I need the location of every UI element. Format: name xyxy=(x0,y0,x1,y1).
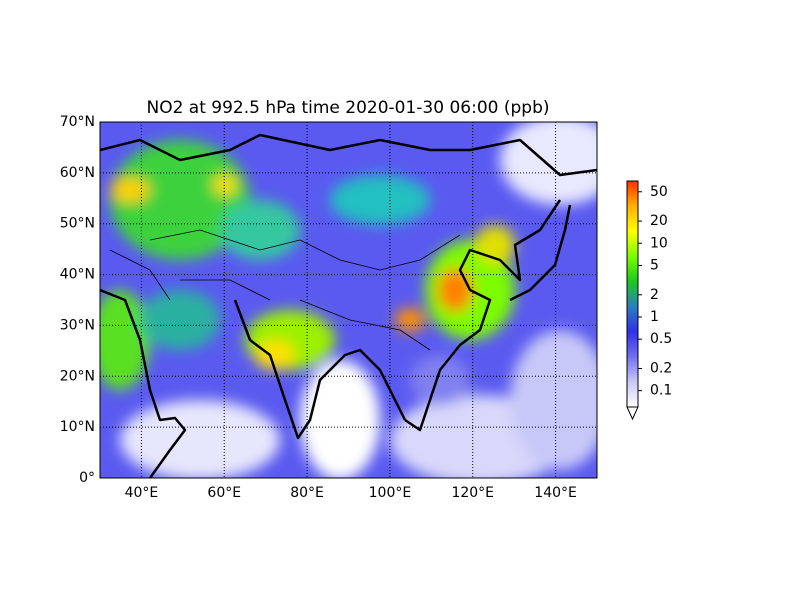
colorbar xyxy=(626,180,639,408)
colorbar-tick-label: 10 xyxy=(650,235,668,251)
x-tick-label: 60°E xyxy=(207,485,241,501)
x-tick-label: 120°E xyxy=(451,485,494,501)
y-tick-label: 20°N xyxy=(60,368,95,384)
x-tick-label: 80°E xyxy=(290,485,324,501)
colorbar-extend xyxy=(626,406,639,421)
colorbar-tick-label: 0.2 xyxy=(650,360,672,376)
colorbar-tick-label: 0.5 xyxy=(650,331,672,347)
x-tick-label: 140°E xyxy=(534,485,577,501)
map-field xyxy=(100,122,597,478)
colorbar-tick-label: 50 xyxy=(650,184,668,200)
y-tick-label: 10°N xyxy=(60,419,95,435)
map-title: NO2 at 992.5 hPa time 2020-01-30 06:00 (… xyxy=(146,98,549,118)
x-tick-label: 40°E xyxy=(125,485,159,501)
colorbar-tick-label: 5 xyxy=(650,257,659,273)
y-tick-label: 50°N xyxy=(60,216,95,232)
map-frame xyxy=(99,121,598,479)
y-tick-label: 70°N xyxy=(60,114,95,130)
y-tick-label: 0° xyxy=(79,470,95,486)
x-tick-label: 100°E xyxy=(369,485,412,501)
colorbar-tick-label: 1 xyxy=(650,309,659,325)
y-tick-label: 40°N xyxy=(60,267,95,283)
colorbar-tick-label: 2 xyxy=(650,287,659,303)
y-tick-label: 60°N xyxy=(60,165,95,181)
colorbar-tick-label: 20 xyxy=(650,213,668,229)
colorbar-tick-label: 0.1 xyxy=(650,383,672,399)
y-tick-label: 30°N xyxy=(60,317,95,333)
